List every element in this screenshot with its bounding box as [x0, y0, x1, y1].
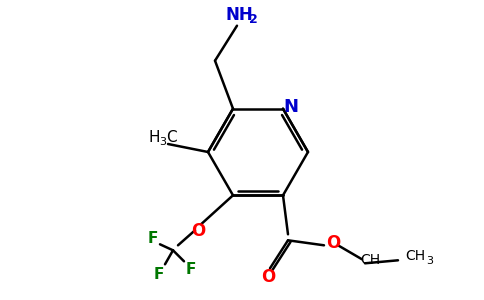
Text: H: H — [148, 130, 160, 146]
Text: 2: 2 — [249, 13, 257, 26]
Text: O: O — [261, 268, 275, 286]
Text: F: F — [148, 231, 158, 246]
Text: 3: 3 — [160, 137, 166, 147]
Text: CH: CH — [405, 249, 425, 263]
Text: 3: 3 — [426, 256, 434, 266]
Text: C: C — [166, 130, 176, 146]
Text: O: O — [326, 234, 340, 252]
Text: F: F — [186, 262, 196, 277]
Text: N: N — [284, 98, 299, 116]
Text: CH: CH — [360, 253, 380, 267]
Text: F: F — [154, 267, 164, 282]
Text: O: O — [191, 222, 205, 240]
Text: NH: NH — [225, 6, 253, 24]
